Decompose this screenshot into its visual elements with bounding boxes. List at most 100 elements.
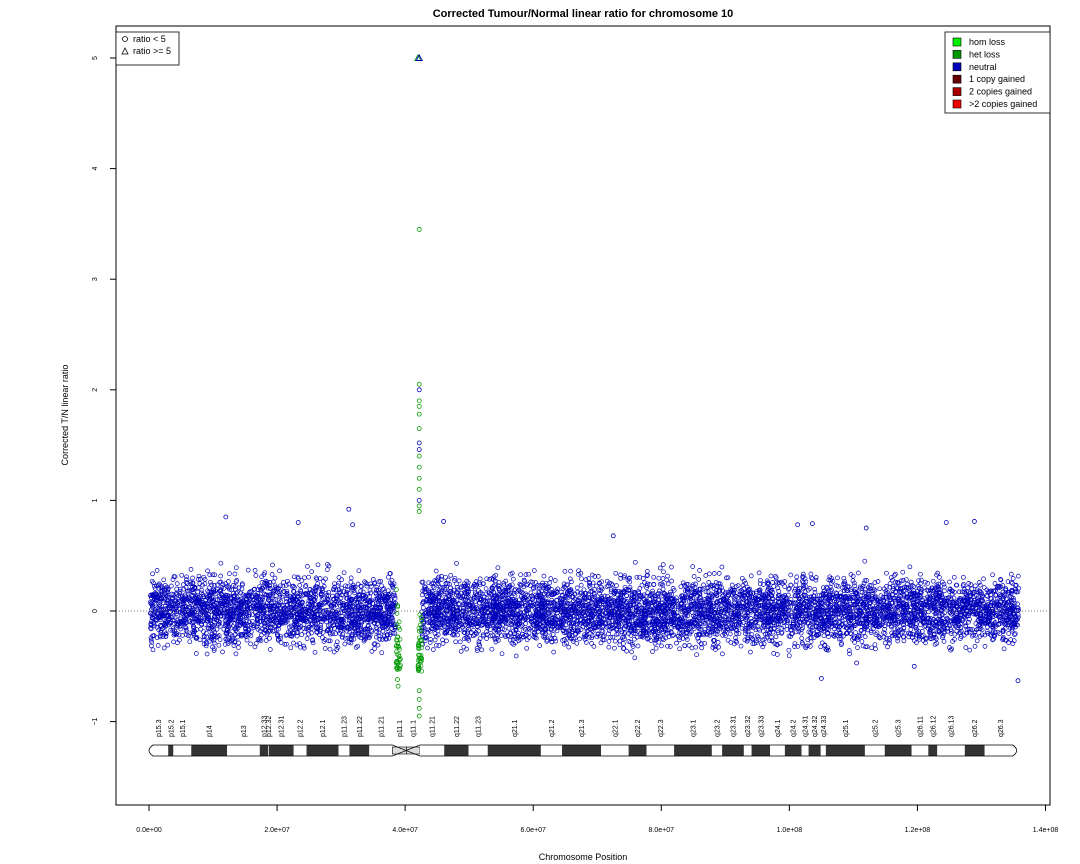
data-point bbox=[339, 617, 345, 623]
data-point bbox=[361, 638, 367, 644]
data-point bbox=[235, 625, 241, 631]
data-point bbox=[319, 591, 324, 597]
data-point bbox=[239, 586, 245, 592]
data-point bbox=[173, 591, 179, 596]
data-point bbox=[330, 608, 336, 614]
data-point bbox=[164, 597, 170, 602]
data-point bbox=[279, 594, 285, 600]
data-point bbox=[499, 651, 505, 657]
data-point bbox=[706, 580, 712, 585]
data-point bbox=[188, 599, 193, 605]
data-point bbox=[191, 624, 197, 630]
data-point bbox=[149, 643, 154, 649]
data-point bbox=[727, 631, 733, 637]
data-point bbox=[190, 587, 196, 592]
data-point bbox=[356, 611, 362, 617]
data-point bbox=[372, 641, 378, 647]
data-point bbox=[374, 629, 379, 635]
data-point bbox=[324, 567, 330, 572]
data-point bbox=[629, 649, 634, 655]
data-point bbox=[328, 627, 334, 632]
data-point bbox=[321, 579, 326, 584]
data-point bbox=[293, 619, 298, 625]
chart-title: Corrected Tumour/Normal linear ratio for… bbox=[433, 8, 734, 20]
data-point bbox=[379, 592, 385, 598]
data-point bbox=[183, 620, 189, 626]
data-point bbox=[531, 568, 537, 573]
data-point bbox=[166, 605, 171, 610]
data-point bbox=[384, 636, 390, 642]
data-point bbox=[233, 587, 238, 592]
data-point bbox=[148, 626, 154, 632]
data-point bbox=[149, 640, 155, 645]
data-point bbox=[296, 622, 301, 628]
data-point bbox=[172, 606, 178, 612]
data-point bbox=[314, 615, 320, 621]
data-point bbox=[180, 633, 185, 638]
data-point bbox=[330, 623, 336, 628]
data-point bbox=[389, 601, 395, 607]
data-point bbox=[253, 613, 259, 619]
data-point bbox=[269, 601, 274, 606]
data-point bbox=[552, 578, 558, 583]
data-point bbox=[284, 641, 289, 647]
data-point bbox=[207, 603, 212, 609]
data-point bbox=[892, 573, 897, 578]
data-point bbox=[183, 612, 189, 618]
data-point bbox=[327, 618, 333, 624]
data-point bbox=[221, 607, 227, 613]
data-point bbox=[346, 603, 352, 608]
data-point bbox=[297, 641, 302, 647]
data-point bbox=[278, 640, 284, 645]
data-point bbox=[518, 572, 523, 578]
data-point bbox=[347, 629, 353, 635]
data-point bbox=[267, 586, 273, 591]
data-point bbox=[284, 596, 289, 602]
data-point bbox=[184, 574, 189, 580]
data-point bbox=[317, 585, 322, 591]
data-point bbox=[561, 581, 567, 587]
data-point bbox=[367, 599, 373, 605]
data-point bbox=[235, 634, 240, 640]
data-point bbox=[163, 634, 169, 639]
data-point bbox=[425, 645, 430, 651]
data-point bbox=[193, 594, 199, 600]
data-point bbox=[225, 628, 230, 633]
data-point bbox=[337, 631, 343, 636]
data-point bbox=[372, 621, 377, 626]
data-point bbox=[174, 581, 180, 586]
data-point bbox=[318, 622, 324, 628]
data-point bbox=[902, 630, 908, 636]
data-point bbox=[674, 640, 679, 646]
data-point bbox=[334, 647, 340, 652]
data-point bbox=[976, 580, 982, 585]
data-point bbox=[292, 618, 297, 624]
data-point bbox=[350, 632, 356, 637]
data-point bbox=[297, 596, 303, 602]
data-point bbox=[306, 631, 311, 637]
data-point bbox=[211, 602, 217, 608]
data-point bbox=[248, 641, 253, 647]
data-point bbox=[364, 583, 370, 589]
data-point bbox=[351, 585, 357, 591]
data-point bbox=[287, 633, 293, 639]
data-point bbox=[330, 631, 336, 637]
data-point bbox=[190, 575, 195, 581]
data-point bbox=[279, 614, 285, 620]
data-point bbox=[376, 595, 382, 601]
data-point bbox=[819, 640, 825, 646]
data-point bbox=[344, 589, 350, 595]
data-point bbox=[229, 610, 235, 616]
data-point bbox=[367, 625, 372, 631]
data-point bbox=[266, 614, 271, 620]
data-point bbox=[209, 599, 215, 604]
data-point bbox=[178, 609, 184, 615]
data-point bbox=[287, 601, 293, 606]
data-point bbox=[669, 578, 675, 584]
data-point bbox=[319, 588, 325, 594]
data-point bbox=[313, 575, 319, 581]
data-point bbox=[275, 603, 281, 609]
data-point bbox=[273, 613, 279, 618]
data-point bbox=[297, 583, 303, 588]
data-point bbox=[331, 587, 336, 593]
